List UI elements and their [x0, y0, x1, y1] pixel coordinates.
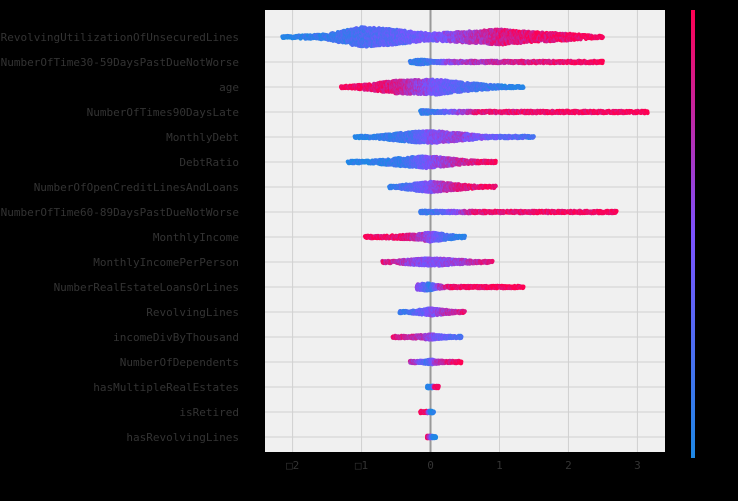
- shap-point: [601, 59, 605, 63]
- feature-label: age: [219, 81, 239, 94]
- shap-point: [521, 86, 525, 90]
- plot-area: [265, 10, 665, 452]
- feature-label: NumberOfTimes90DaysLate: [87, 106, 239, 119]
- shap-point: [601, 35, 605, 39]
- feature-label: NumberOfTime30-59DaysPastDueNotWorse: [1, 56, 239, 69]
- feature-label: RevolvingUtilizationOfUnsecuredLines: [1, 31, 239, 44]
